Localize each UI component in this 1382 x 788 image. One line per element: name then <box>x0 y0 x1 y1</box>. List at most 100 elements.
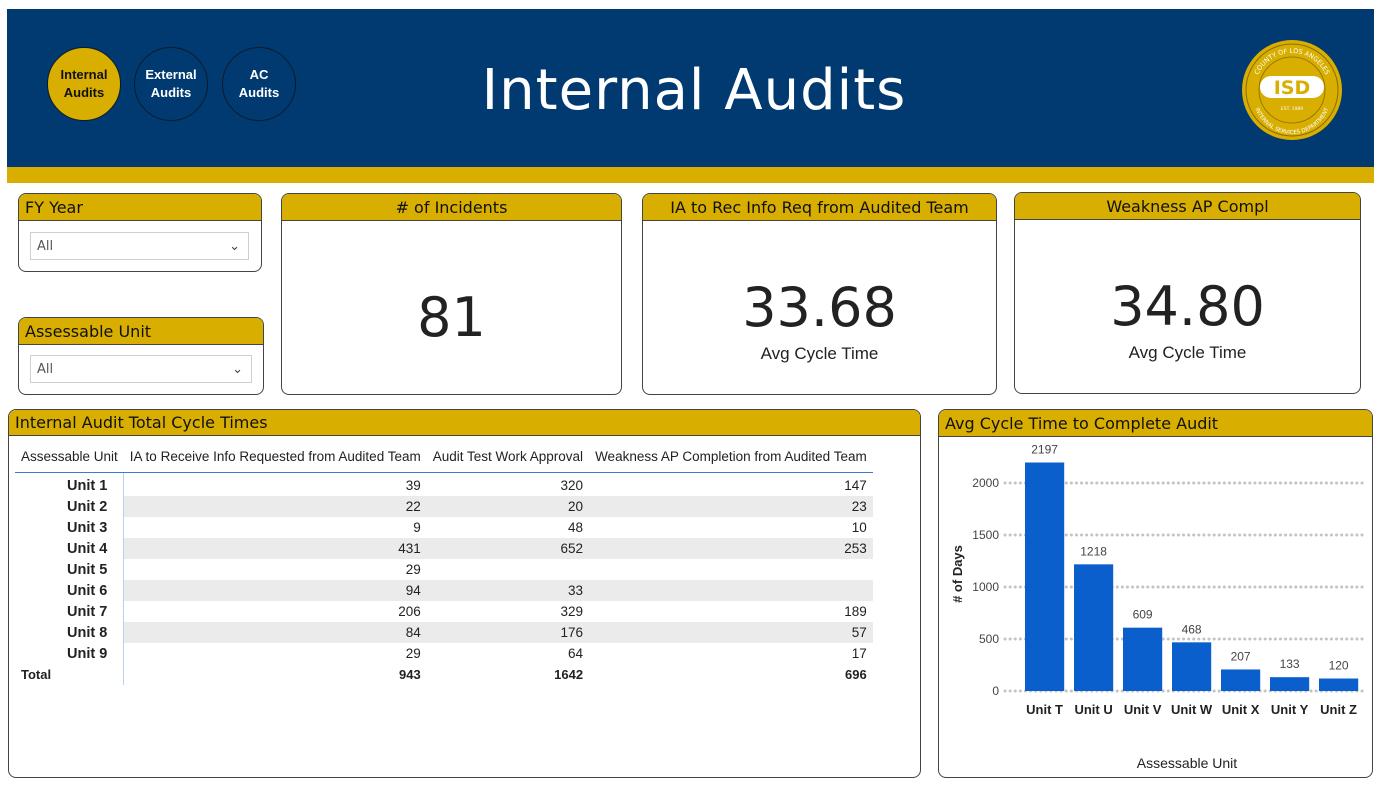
nav-button-label: AC Audits <box>238 67 280 100</box>
table-row: Unit 4 431 652 253 <box>15 538 873 559</box>
nav-ac-audits-button[interactable]: AC Audits <box>222 47 296 121</box>
x-tick-label: Unit W <box>1171 702 1213 717</box>
bar <box>1270 677 1310 691</box>
column-header[interactable]: Weakness AP Completion from Audited Team <box>589 440 873 473</box>
chevron-down-icon: ⌄ <box>229 239 240 254</box>
cell-value: 94 <box>123 580 427 601</box>
nav-external-audits-button[interactable]: External Audits <box>134 47 208 121</box>
cell-value: 64 <box>568 646 584 661</box>
nav-button-label: External Audits <box>145 67 197 100</box>
cell-value: 57 <box>589 622 873 643</box>
column-header[interactable]: Assessable Unit <box>15 440 124 473</box>
nav-button-label: Internal Audits <box>60 67 108 100</box>
y-tick-label: 1000 <box>972 580 999 594</box>
cell-value: 84 <box>123 622 427 643</box>
kpi-subtitle: Avg Cycle Time <box>760 344 879 363</box>
svg-text:EST. 1989: EST. 1989 <box>1281 106 1303 112</box>
cell-value: 176 <box>426 622 590 643</box>
cell-value <box>589 559 873 580</box>
data-label: 133 <box>1280 657 1300 671</box>
table-row: Unit 1 39 320 147 <box>15 472 873 496</box>
cell-value: 652 <box>426 538 590 559</box>
row-unit: Unit 4 <box>15 538 125 559</box>
data-label: 609 <box>1133 608 1153 622</box>
page-title: Internal Audits <box>481 58 907 123</box>
row-unit: Unit 9 <box>15 643 125 664</box>
cell-value: 320 <box>560 478 584 493</box>
bar <box>1221 669 1261 691</box>
table-row: Unit 9 29 64 17 <box>15 643 873 664</box>
kpi-incidents-card: # of Incidents 81 <box>281 193 622 395</box>
nav-internal-audits-button[interactable]: Internal Audits <box>47 47 121 121</box>
cell-value: 17 <box>851 646 867 661</box>
data-label: 2197 <box>1031 443 1058 457</box>
x-tick-label: Unit U <box>1074 702 1112 717</box>
y-tick-label: 500 <box>979 632 999 646</box>
cell-value: 206 <box>398 604 421 619</box>
bar <box>1319 678 1359 691</box>
kpi-title: # of Incidents <box>282 194 621 221</box>
cell-value: 20 <box>426 496 590 517</box>
data-label: 207 <box>1231 649 1251 663</box>
table-header-row: Assessable Unit IA to Receive Info Reque… <box>15 440 873 473</box>
data-label: 1218 <box>1080 544 1107 558</box>
x-tick-label: Unit V <box>1124 702 1162 717</box>
kpi-value: 81 <box>417 286 486 349</box>
bar <box>1025 462 1065 691</box>
table-total-row: Total 943 1642 696 <box>15 664 873 685</box>
cell-value: 189 <box>844 604 867 619</box>
kpi-value: 33.68 <box>742 276 897 339</box>
dropdown-value: All <box>37 239 54 254</box>
row-unit: Unit 1 <box>15 472 125 496</box>
matrix-title: Internal Audit Total Cycle Times <box>9 410 920 436</box>
cycle-times-table: Assessable Unit IA to Receive Info Reque… <box>15 440 873 685</box>
cell-value: 29 <box>405 562 421 577</box>
dropdown-value: All <box>37 362 54 377</box>
x-tick-label: Unit X <box>1222 702 1260 717</box>
cell-value: 39 <box>405 478 421 493</box>
cell-value: 253 <box>589 538 873 559</box>
cell-value: 33 <box>426 580 590 601</box>
bar <box>1172 642 1212 691</box>
cell-value: 9 <box>413 520 421 535</box>
row-unit: Unit 8 <box>15 622 125 643</box>
slicer-title: Assessable Unit <box>19 318 263 345</box>
kpi-weakness-ap-card: Weakness AP Compl 34.80 Avg Cycle Time <box>1014 192 1361 394</box>
x-tick-label: Unit T <box>1026 702 1063 717</box>
assessable-unit-dropdown[interactable]: All ⌄ <box>30 355 252 383</box>
isd-seal-logo: COUNTY OF LOS ANGELES INTERNAL SERVICES … <box>1242 40 1342 140</box>
row-unit: Unit 3 <box>15 517 125 538</box>
column-header[interactable]: Audit Test Work Approval <box>426 440 590 473</box>
cell-value: 329 <box>560 604 584 619</box>
cell-value: 10 <box>851 520 867 535</box>
cell-value: 943 <box>399 667 421 682</box>
row-unit: Unit 2 <box>15 496 125 517</box>
header-gold-strip <box>7 167 1374 183</box>
cell-value <box>427 559 589 580</box>
bar <box>1123 627 1163 691</box>
fy-year-dropdown[interactable]: All ⌄ <box>30 232 249 260</box>
kpi-ia-info-req-card: IA to Rec Info Req from Audited Team 33.… <box>642 193 997 395</box>
cycle-times-matrix-card: Internal Audit Total Cycle Times Assessa… <box>8 409 921 778</box>
cell-value: 29 <box>405 646 421 661</box>
table-row: Unit 8 84 176 57 <box>15 622 873 643</box>
y-tick-label: 0 <box>992 684 999 698</box>
table-row: Unit 5 29 <box>15 559 873 580</box>
cell-value: 1642 <box>554 667 584 682</box>
cell-value: 48 <box>568 520 584 535</box>
kpi-subtitle: Avg Cycle Time <box>1128 343 1247 362</box>
row-unit: Total <box>15 664 125 685</box>
x-tick-label: Unit Z <box>1320 702 1357 717</box>
kpi-title: Weakness AP Compl <box>1015 193 1360 220</box>
cell-value: 23 <box>589 496 873 517</box>
slicer-fy-year: FY Year All ⌄ <box>18 193 262 272</box>
bar <box>1074 564 1114 691</box>
cell-value: 22 <box>123 496 427 517</box>
avg-cycle-time-chart-card: Avg Cycle Time to Complete Audit 0 500 100… <box>938 409 1373 778</box>
column-header[interactable]: IA to Receive Info Requested from Audite… <box>123 440 427 473</box>
table-row: Unit 7 206 329 189 <box>15 601 873 622</box>
svg-text:ISD: ISD <box>1274 77 1311 99</box>
slicer-assessable-unit: Assessable Unit All ⌄ <box>18 317 264 395</box>
cell-value: 696 <box>845 667 867 682</box>
data-label: 120 <box>1329 659 1349 673</box>
